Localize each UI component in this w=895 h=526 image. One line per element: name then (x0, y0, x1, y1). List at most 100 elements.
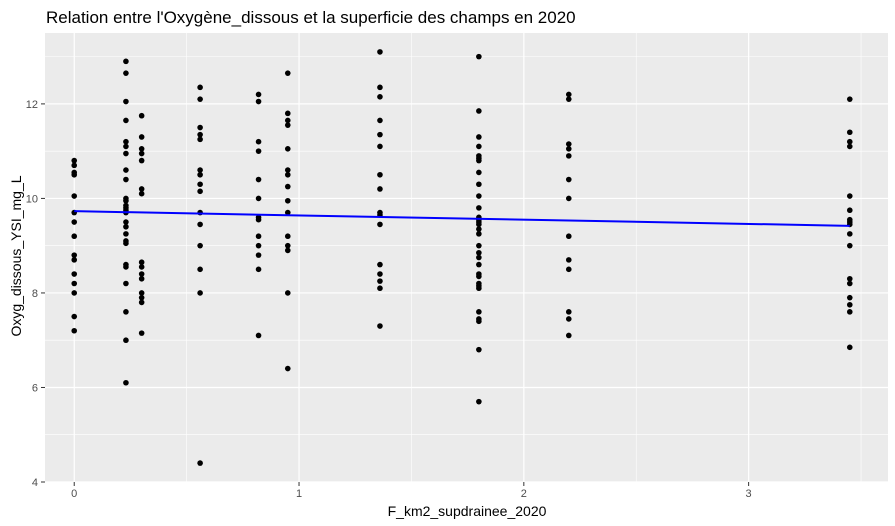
data-point (377, 285, 383, 292)
data-point (71, 157, 78, 164)
data-point (123, 337, 129, 344)
data-point (284, 183, 291, 190)
data-point (284, 242, 291, 249)
data-point (197, 460, 203, 466)
data-point (138, 275, 145, 282)
data-point (255, 332, 262, 339)
data-point (123, 70, 129, 76)
data-point (123, 240, 129, 247)
x-tick-label: 2 (521, 488, 527, 500)
data-point (197, 136, 203, 143)
data-point (71, 290, 78, 296)
data-point (284, 209, 291, 216)
data-point (846, 231, 853, 237)
data-point (846, 280, 853, 287)
data-point (197, 290, 203, 296)
data-point (123, 150, 129, 157)
y-tick-label: 12 (26, 99, 38, 111)
data-point (71, 271, 78, 277)
data-point (565, 257, 572, 263)
data-point (846, 309, 853, 315)
chart-title: Relation entre l'Oxygène_dissous et la s… (46, 8, 576, 27)
data-point (476, 285, 482, 292)
data-point (476, 242, 482, 249)
data-point (846, 138, 853, 145)
data-point (846, 193, 853, 199)
data-point (255, 242, 262, 249)
y-tick-label: 10 (26, 193, 38, 205)
data-point (284, 145, 291, 152)
data-point (565, 266, 572, 273)
data-point (138, 294, 145, 301)
data-point (846, 242, 853, 249)
data-point (377, 94, 383, 100)
data-point (123, 143, 129, 150)
data-point (377, 271, 383, 277)
y-tick-label: 4 (32, 477, 38, 489)
data-point (71, 171, 78, 178)
data-point (377, 131, 383, 138)
data-point (284, 290, 291, 296)
data-point (71, 327, 78, 334)
data-point (123, 167, 129, 173)
data-point (284, 70, 291, 76)
data-point (138, 134, 145, 140)
data-point (565, 141, 572, 147)
data-point (123, 176, 129, 183)
data-point (476, 53, 482, 60)
data-point (71, 252, 78, 258)
fit-line-group (74, 210, 850, 227)
data-point (846, 301, 853, 308)
data-point (71, 233, 78, 240)
data-point (476, 205, 482, 211)
data-point (197, 181, 203, 188)
data-point (476, 398, 482, 405)
data-point (377, 323, 383, 329)
data-point (138, 157, 145, 164)
y-axis-title: Oxyg_dissous_YSI_mg_L (8, 175, 24, 336)
y-tick-label: 6 (32, 382, 38, 394)
data-point (565, 145, 572, 152)
data-point (565, 195, 572, 202)
data-point (123, 138, 129, 145)
data-point (476, 261, 482, 268)
data-point (284, 117, 291, 124)
data-point (138, 190, 145, 197)
data-point (71, 219, 78, 225)
data-point (476, 108, 482, 114)
data-point (846, 207, 853, 214)
data-point (846, 143, 853, 150)
data-point (476, 193, 482, 199)
data-point (846, 96, 853, 102)
x-tick-label: 3 (746, 488, 752, 500)
data-point (846, 129, 853, 136)
data-point (565, 233, 572, 240)
data-points (71, 49, 853, 466)
data-point (284, 233, 291, 240)
data-point (123, 219, 129, 225)
data-point (197, 131, 203, 138)
data-point (476, 226, 482, 232)
data-point (284, 365, 291, 372)
data-point (197, 221, 203, 228)
data-point (71, 162, 78, 169)
data-point (255, 216, 262, 223)
data-point (476, 273, 482, 280)
data-point (284, 122, 291, 128)
data-point (197, 171, 203, 178)
data-point (255, 233, 262, 240)
data-point (255, 176, 262, 183)
fit-line (74, 210, 850, 227)
data-point (123, 98, 129, 105)
data-point (138, 330, 145, 336)
data-point (123, 197, 129, 204)
data-point (255, 98, 262, 105)
x-axis-title: F_km2_supdrainee_2020 (388, 503, 547, 519)
data-point (476, 254, 482, 261)
data-point (138, 112, 145, 119)
data-point (255, 266, 262, 273)
data-point (565, 91, 572, 98)
data-point (123, 58, 129, 65)
